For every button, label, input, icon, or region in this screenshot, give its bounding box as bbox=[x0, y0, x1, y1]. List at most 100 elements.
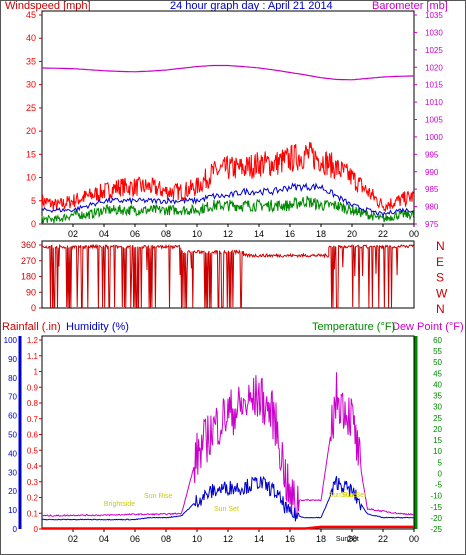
temperature-y-tick-label: 20 bbox=[433, 425, 442, 434]
x-tick-label: 06 bbox=[130, 534, 140, 544]
rain-y-tick-label: 0 bbox=[34, 525, 39, 534]
temperature-y-tick-label: 50 bbox=[433, 358, 442, 367]
temperature-y-tick-label: 55 bbox=[433, 347, 442, 356]
compass-letter: S bbox=[436, 271, 444, 285]
compass-letter: E bbox=[436, 255, 444, 269]
temperature-y-tick-label: -25 bbox=[430, 525, 442, 534]
rain-y-tick-label: 0.2 bbox=[27, 494, 39, 503]
humidity-axis-title: Humidity (%) bbox=[66, 321, 129, 333]
dir-y-tick-label: 360 bbox=[21, 240, 36, 250]
x-tick-label: 22 bbox=[378, 229, 388, 239]
rain-y-tick-label: 0.8 bbox=[27, 399, 39, 408]
baro-y-tick-label: 1025 bbox=[425, 46, 443, 55]
x-tick-label: 04 bbox=[99, 229, 109, 239]
baro-y-tick-label: 1020 bbox=[425, 63, 443, 72]
baro-y-tick-label: 995 bbox=[425, 150, 439, 159]
rain-y-tick-label: 0.5 bbox=[27, 446, 39, 455]
sun-annotation: Sun Set bbox=[341, 492, 366, 499]
wind-y-tick-label: 40 bbox=[26, 33, 36, 43]
dir-y-tick-label: 180 bbox=[21, 272, 36, 282]
dir-y-tick-label: 0 bbox=[31, 303, 36, 313]
baro-y-tick-label: 975 bbox=[425, 220, 439, 229]
x-tick-label: 00 bbox=[409, 534, 419, 544]
temperature-y-tick-label: 25 bbox=[433, 414, 442, 423]
temperature-y-tick-label: 10 bbox=[433, 447, 442, 456]
temperature-y-tick-label: 30 bbox=[433, 403, 442, 412]
wind-panel bbox=[41, 10, 415, 225]
rain-y-tick-label: 0.1 bbox=[27, 509, 39, 518]
humidity-y-tick-label: 50 bbox=[8, 431, 17, 440]
humidity-y-tick-label: 80 bbox=[8, 374, 17, 383]
x-tick-label: 18 bbox=[316, 229, 326, 239]
temperature-y-tick-label: 15 bbox=[433, 436, 442, 445]
wind-y-tick-label: 10 bbox=[26, 173, 36, 183]
dir-y-tick-label: 270 bbox=[21, 256, 36, 266]
baro-y-tick-label: 1000 bbox=[425, 133, 443, 142]
baro-y-tick-label: 1035 bbox=[425, 11, 443, 20]
wind-y-tick-label: 35 bbox=[26, 56, 36, 66]
humidity-y-tick-label: 40 bbox=[8, 449, 17, 458]
wind-green-series bbox=[41, 195, 415, 224]
dewpoint-series bbox=[41, 372, 415, 517]
x-tick-label: 04 bbox=[99, 534, 109, 544]
compass-letter: W bbox=[436, 286, 448, 300]
rain-y-tick-label: 0.3 bbox=[27, 478, 39, 487]
rainfall-axis-title: Rainfall (.in) bbox=[2, 321, 61, 333]
wind-y-tick-label: 45 bbox=[26, 10, 36, 20]
x-tick-label: 16 bbox=[285, 229, 295, 239]
wind-y-tick-label: 5 bbox=[31, 196, 36, 206]
compass-letter: N bbox=[436, 302, 445, 316]
rain-y-tick-label: 1 bbox=[34, 368, 39, 377]
rain-y-tick-label: 0.9 bbox=[27, 383, 39, 392]
humidity-y-tick-label: 100 bbox=[4, 336, 18, 345]
barometer-title: Barometer [mb] bbox=[372, 0, 448, 12]
x-tick-label: 22 bbox=[378, 534, 388, 544]
x-tick-label: 12 bbox=[223, 534, 233, 544]
rain-y-tick-label: 0.7 bbox=[27, 415, 39, 424]
baro-y-tick-label: 980 bbox=[425, 203, 439, 212]
sun-annotation: SunSet bbox=[336, 536, 359, 543]
rainfall-series bbox=[42, 525, 414, 530]
rain-y-tick-label: 1.1 bbox=[27, 352, 39, 361]
wind-direction-series bbox=[41, 243, 415, 309]
x-tick-label: 20 bbox=[347, 229, 357, 239]
temperature-y-tick-label: -5 bbox=[435, 481, 443, 490]
x-tick-label: 10 bbox=[192, 229, 202, 239]
temperature-y-tick-label: 5 bbox=[438, 458, 443, 467]
rain-y-tick-label: 0.6 bbox=[27, 431, 39, 440]
wind-y-tick-label: 25 bbox=[26, 103, 36, 113]
baro-y-tick-label: 1010 bbox=[425, 98, 443, 107]
x-tick-label: 08 bbox=[161, 534, 171, 544]
humidity-y-tick-label: 30 bbox=[8, 468, 17, 477]
humidity-y-tick-label: 10 bbox=[8, 506, 17, 515]
sun-annotation: Sun Rise bbox=[144, 493, 173, 500]
x-tick-label: 02 bbox=[68, 229, 78, 239]
wind-speed-series bbox=[41, 141, 415, 213]
temperature-y-tick-label: 0 bbox=[438, 469, 443, 478]
humidity-y-tick-label: 0 bbox=[13, 525, 18, 534]
sun-annotation: Sun Set bbox=[214, 506, 239, 513]
x-tick-label: 18 bbox=[316, 534, 326, 544]
x-tick-label: 02 bbox=[68, 534, 78, 544]
temperature-y-tick-label: 45 bbox=[433, 369, 442, 378]
sun-annotation: Sun Rise bbox=[328, 492, 357, 499]
baro-y-tick-label: 1015 bbox=[425, 81, 443, 90]
rain-humidity-temp-panel bbox=[41, 335, 415, 530]
x-tick-label: 12 bbox=[223, 229, 233, 239]
temperature-y-tick-label: 60 bbox=[433, 336, 442, 345]
graph-title: 24 hour graph day : April 21 2014 bbox=[170, 0, 333, 12]
temperature-y-tick-label: -20 bbox=[430, 514, 442, 523]
sun-annotation: Brightside bbox=[104, 501, 135, 508]
baro-y-tick-label: 990 bbox=[425, 168, 439, 177]
humidity-y-tick-label: 70 bbox=[8, 393, 17, 402]
wind-y-tick-label: 20 bbox=[26, 126, 36, 136]
temperature-y-tick-label: -10 bbox=[430, 492, 442, 501]
windspeed-title: Windspeed [mph] bbox=[5, 0, 91, 12]
rain-y-tick-label: 0.4 bbox=[27, 462, 39, 471]
x-tick-label: 14 bbox=[254, 534, 264, 544]
baro-y-tick-label: 1005 bbox=[425, 116, 443, 125]
x-tick-label: 06 bbox=[130, 229, 140, 239]
x-tick-label: 08 bbox=[161, 229, 171, 239]
temperature-y-tick-label: 35 bbox=[433, 392, 442, 401]
humidity-y-tick-label: 60 bbox=[8, 412, 17, 421]
